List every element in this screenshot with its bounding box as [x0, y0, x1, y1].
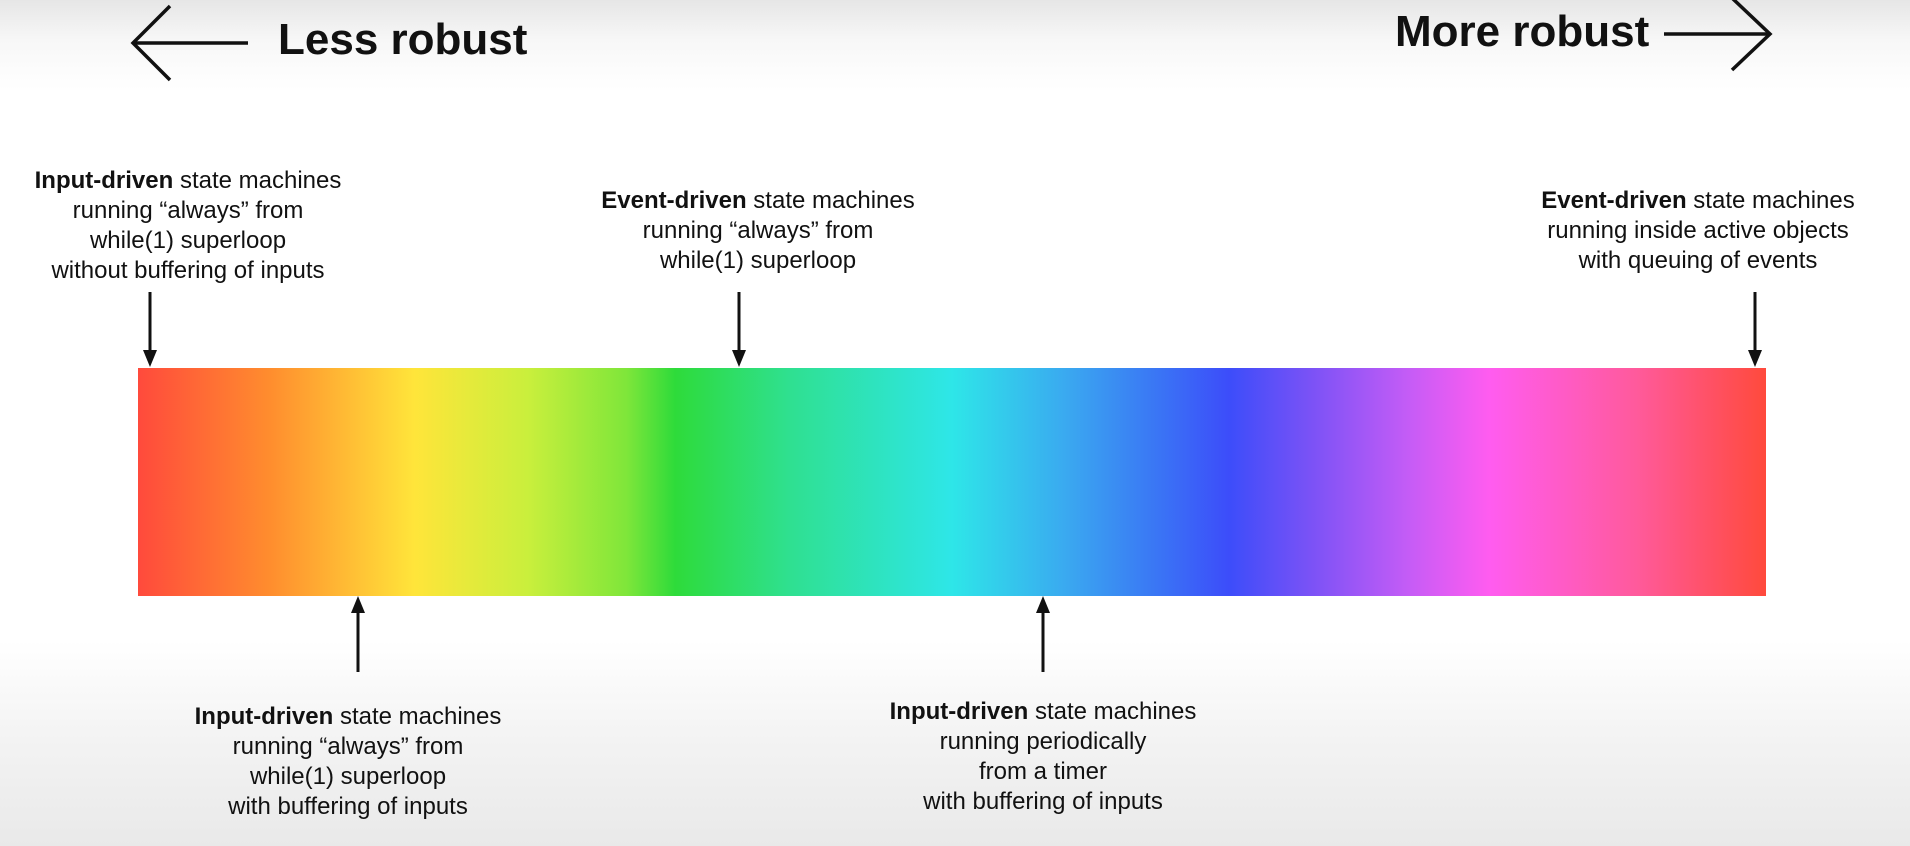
annotation-line: running “always” from [642, 217, 874, 244]
annotation-subject: state machines [1686, 187, 1855, 214]
annotation-top-left: Input-driven state machines running “alw… [20, 166, 356, 286]
more-robust-label: More robust [1395, 7, 1650, 56]
left-arrow-icon [130, 4, 248, 82]
annotation-type: Input-driven [194, 703, 334, 730]
robustness-spectrum-bar [138, 368, 1766, 596]
annotation-bottom-left: Input-driven state machines running “alw… [180, 702, 516, 822]
annotation-line: running periodically [939, 728, 1147, 755]
down-arrow-icon [143, 292, 157, 367]
annotation-bottom-center: Input-driven state machines running peri… [875, 697, 1211, 817]
annotation-subject: state machines [746, 187, 915, 214]
annotation-line: without buffering of inputs [51, 257, 325, 284]
down-arrow-icon [1748, 292, 1762, 367]
annotation-subject: state machines [333, 703, 502, 730]
annotation-line: while(1) superloop [89, 227, 287, 254]
annotation-line: from a timer [978, 758, 1107, 785]
annotation-top-center: Event-driven state machines running “alw… [590, 186, 926, 276]
annotation-line: running “always” from [72, 197, 304, 224]
up-arrow-icon [1036, 596, 1050, 672]
annotation-line: running “always” from [232, 733, 464, 760]
annotation-subject: state machines [1028, 698, 1197, 725]
annotation-line: running inside active objects [1547, 217, 1849, 244]
annotation-line: with queuing of events [1578, 247, 1818, 274]
annotation-line: with buffering of inputs [228, 793, 468, 820]
annotation-type: Input-driven [34, 167, 174, 194]
annotation-type: Event-driven [601, 187, 747, 214]
annotation-type: Input-driven [889, 698, 1029, 725]
right-arrow-icon [1664, 0, 1773, 72]
less-robust-label: Less robust [278, 15, 528, 64]
annotation-line: while(1) superloop [659, 247, 857, 274]
annotation-line: with buffering of inputs [923, 788, 1163, 815]
down-arrow-icon [732, 292, 746, 367]
up-arrow-icon [351, 596, 365, 672]
annotation-subject: state machines [173, 167, 342, 194]
annotation-top-right: Event-driven state machines running insi… [1530, 186, 1866, 276]
annotation-line: while(1) superloop [249, 763, 447, 790]
annotation-type: Event-driven [1541, 187, 1687, 214]
